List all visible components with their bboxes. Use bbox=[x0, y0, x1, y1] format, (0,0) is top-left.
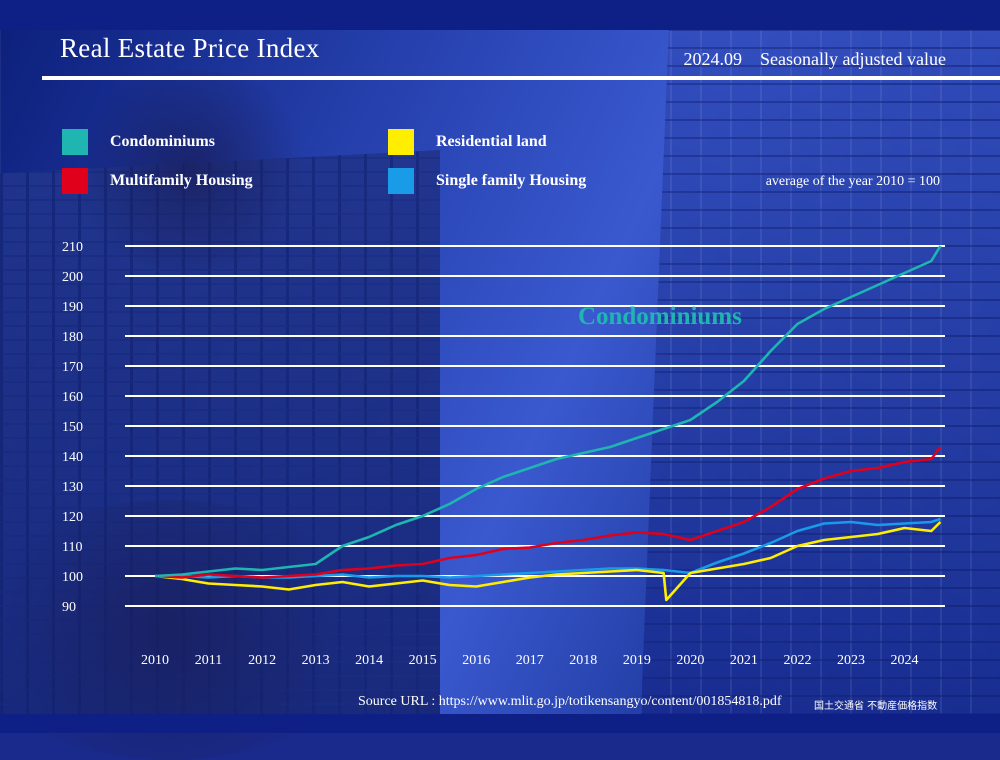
x-tick-label: 2017 bbox=[516, 653, 544, 668]
series-line-single-family-housing bbox=[155, 517, 941, 579]
x-tick-label: 2022 bbox=[783, 653, 811, 668]
chart-annotation: Condominiums bbox=[578, 303, 742, 330]
y-tick-label: 120 bbox=[62, 510, 83, 525]
legend-label: Multifamily Housing bbox=[110, 172, 253, 189]
y-tick-label: 140 bbox=[62, 450, 83, 465]
x-tick-label: 2021 bbox=[730, 653, 758, 668]
x-tick-label: 2013 bbox=[302, 653, 330, 668]
series-line-residential-land bbox=[154, 521, 942, 602]
page-title: Real Estate Price Index bbox=[60, 33, 320, 63]
y-tick-label: 200 bbox=[62, 270, 83, 285]
legend-label: Single family Housing bbox=[436, 172, 587, 189]
publisher-label: 国土交通省 不動産価格指数 bbox=[814, 701, 938, 712]
series-line-multifamily-housing bbox=[154, 446, 942, 579]
x-tick-label: 2018 bbox=[569, 653, 597, 668]
page-subtitle: 2024.09 Seasonally adjusted value bbox=[683, 49, 946, 69]
x-tick-label: 2020 bbox=[676, 653, 704, 668]
x-tick-label: 2023 bbox=[837, 653, 865, 668]
legend-item-residential-land: Residential land bbox=[388, 129, 547, 155]
legend-swatch bbox=[388, 129, 414, 155]
legend-item-multifamily-housing: Multifamily Housing bbox=[62, 168, 253, 194]
legend-swatch bbox=[62, 129, 88, 155]
x-tick-label: 2024 bbox=[891, 653, 919, 668]
x-tick-label: 2011 bbox=[195, 653, 222, 668]
source-url: Source URL : https://www.mlit.go.jp/toti… bbox=[358, 694, 782, 709]
background-foliage bbox=[60, 70, 320, 270]
price-index-chart: 90 100 110 120 130 140 150 160 170 180 190 200 210 20… bbox=[62, 240, 945, 668]
y-tick-label: 100 bbox=[62, 570, 83, 585]
x-tick-label: 2012 bbox=[248, 653, 276, 668]
x-tick-label: 2015 bbox=[409, 653, 437, 668]
base-year-note: average of the year 2010 = 100 bbox=[765, 174, 940, 189]
top-band bbox=[0, 0, 1000, 30]
legend-item-single-family-housing: Single family Housing bbox=[388, 168, 586, 194]
y-tick-label: 180 bbox=[62, 330, 83, 345]
legend-label: Residential land bbox=[436, 133, 547, 150]
bottom-band bbox=[0, 714, 1000, 733]
header-divider bbox=[42, 76, 1000, 80]
y-tick-label: 160 bbox=[62, 390, 83, 405]
legend-item-condominiums: Condominiums bbox=[62, 129, 215, 155]
y-tick-label: 170 bbox=[62, 360, 83, 375]
y-tick-label: 90 bbox=[62, 600, 76, 615]
legend-swatch bbox=[388, 168, 414, 194]
legend-label: Condominiums bbox=[110, 133, 215, 150]
x-tick-label: 2019 bbox=[623, 653, 651, 668]
y-tick-label: 110 bbox=[62, 540, 82, 555]
y-tick-label: 190 bbox=[62, 300, 83, 315]
x-tick-label: 2016 bbox=[462, 653, 490, 668]
y-tick-label: 130 bbox=[62, 480, 83, 495]
legend-swatch bbox=[62, 168, 88, 194]
background-building-right bbox=[640, 30, 1000, 733]
y-tick-label: 150 bbox=[62, 420, 83, 435]
series-line-condominiums bbox=[154, 245, 942, 578]
x-tick-label: 2010 bbox=[141, 653, 169, 668]
y-tick-label: 210 bbox=[62, 240, 83, 255]
x-tick-label: 2014 bbox=[355, 653, 383, 668]
